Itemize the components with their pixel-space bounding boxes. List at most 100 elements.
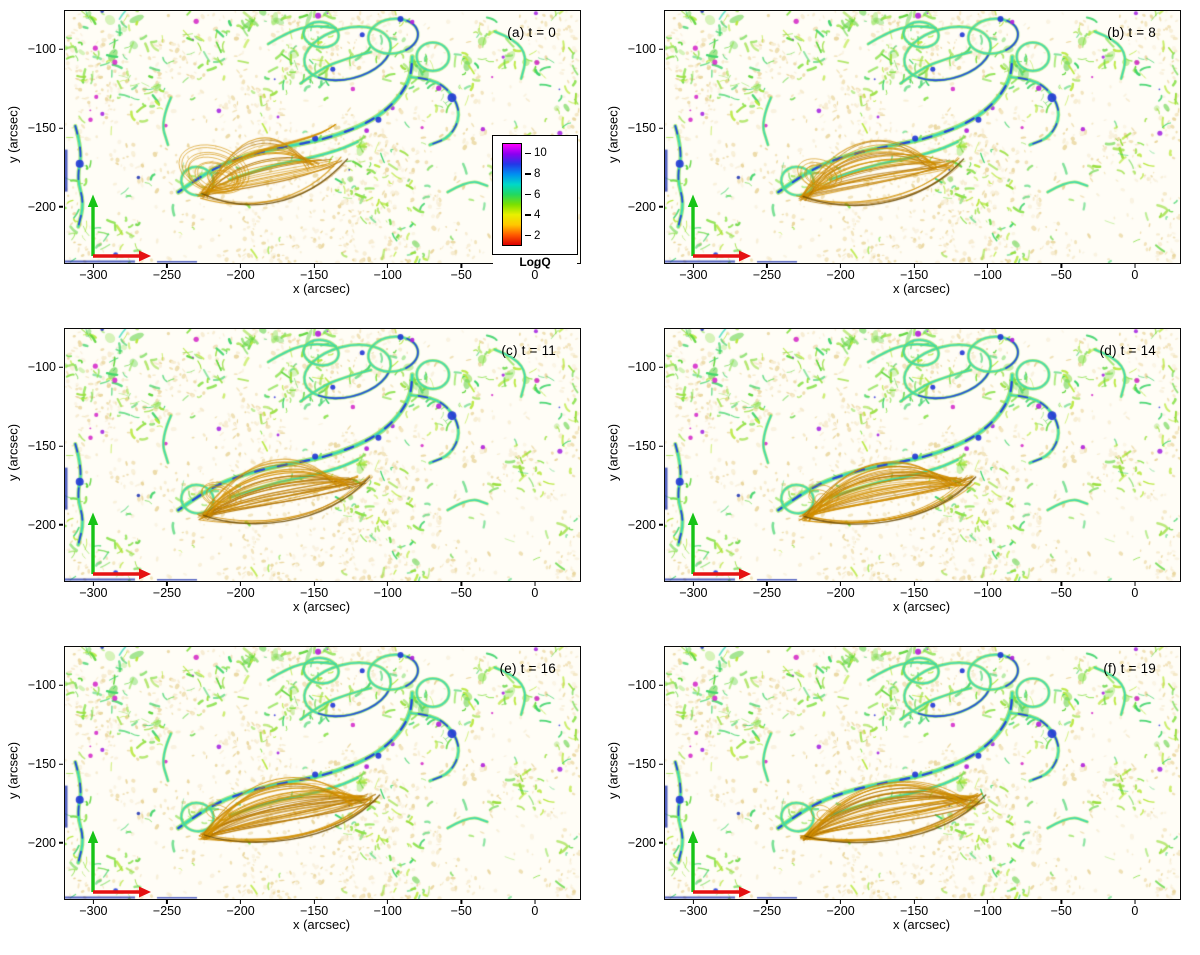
panel-f: y (arcsec) −100 −150 −200 (f) t = 19 −300−… — [600, 636, 1200, 955]
y-tick-label: −200 — [628, 519, 663, 532]
y-tick-label: −100 — [28, 43, 63, 56]
x-axis-ticks: −300 −250 −200 −150 −100 −50 0 — [64, 582, 579, 600]
x-arrow-head-icon — [739, 250, 751, 262]
x-axis-label: x (arcsec) — [892, 281, 951, 296]
x-tick-label: −250 — [753, 264, 781, 282]
x-tick-label: −200 — [826, 582, 855, 600]
panel-label: (c) t = 11 — [501, 343, 556, 358]
x-tick-label: −250 — [753, 582, 781, 600]
x-arrow-head-icon — [739, 886, 751, 898]
y-tick-label: −100 — [628, 361, 663, 374]
colorbar-tick-label: 4 — [525, 209, 540, 221]
x-tick-label: −150 — [300, 264, 328, 282]
x-tick-label: 0 — [1131, 900, 1138, 918]
x-tick-label: −150 — [300, 900, 328, 918]
y-tick-label: −150 — [628, 440, 663, 453]
y-tick-label: −150 — [28, 440, 63, 453]
x-tick-label: 0 — [1131, 582, 1138, 600]
x-axis-ticks: −300 −250 −200 −150 −100 −50 0 — [664, 900, 1179, 918]
axes-direction-arrows — [687, 830, 751, 898]
plot-area: (a) t = 0 2 4 6 8 10 LogQ — [64, 10, 581, 269]
panel-label: (e) t = 16 — [499, 661, 556, 676]
y-arrow-head-icon — [87, 194, 99, 207]
x-tick-label: −250 — [153, 264, 181, 282]
x-tick-label: −100 — [974, 582, 1002, 600]
x-axis-label: x (arcsec) — [892, 599, 951, 614]
colorbar-tick-label: 6 — [525, 189, 540, 201]
plot-area: (e) t = 16 — [64, 646, 581, 900]
x-axis-ticks: −300 −250 −200 −150 −100 −50 0 — [664, 582, 1179, 600]
y-tick-label: −150 — [628, 758, 663, 771]
x-tick-label: −300 — [679, 900, 708, 918]
x-tick-label: −300 — [679, 582, 708, 600]
x-tick-label: −50 — [451, 264, 472, 282]
panel-b: y (arcsec) −100 −150 −200 (b) t = 8 −300 −2… — [600, 0, 1200, 318]
x-tick-label: −100 — [974, 900, 1002, 918]
y-arrow-head-icon — [687, 194, 699, 207]
colorbar-tick-label: 2 — [525, 230, 540, 242]
x-axis-label: x (arcsec) — [292, 281, 351, 296]
y-arrow-head-icon — [687, 512, 699, 525]
y-tick-label: −100 — [628, 679, 663, 692]
x-tick-label: −250 — [153, 900, 181, 918]
y-arrow-head-icon — [87, 512, 99, 525]
x-axis-ticks: −300 −250 −200 −150 −100 −50 0 — [64, 900, 579, 918]
x-tick-label: −50 — [451, 582, 472, 600]
y-axis-ticks: −100 −150 −200 — [600, 10, 663, 262]
panel-e: y (arcsec) −100 −150 −200 (e) t = 16 −300−… — [0, 636, 600, 955]
y-arrow-head-icon — [87, 830, 99, 843]
x-tick-label: −300 — [79, 900, 108, 918]
y-axis-ticks: −100 −150 −200 — [0, 646, 63, 898]
x-arrow-head-icon — [139, 568, 151, 580]
x-tick-label: −50 — [1051, 582, 1072, 600]
axes-direction-arrows — [87, 194, 151, 262]
x-axis-ticks: −300 −250 −200 −150 −100 −50 0 — [64, 264, 579, 282]
y-tick-label: −200 — [628, 837, 663, 850]
x-tick-label: −300 — [79, 264, 108, 282]
panel-label: (f) t = 19 — [1103, 661, 1156, 676]
y-axis-ticks: −100 −150 −200 — [600, 646, 663, 898]
x-tick-label: −100 — [374, 900, 402, 918]
y-tick-label: −150 — [28, 122, 63, 135]
colorbar-gradient — [502, 143, 522, 246]
plot-area: (d) t = 14 — [664, 328, 1181, 582]
y-tick-label: −200 — [628, 201, 663, 214]
plot-area: (f) t = 19 — [664, 646, 1181, 900]
y-tick-label: −150 — [28, 758, 63, 771]
x-tick-label: 0 — [531, 582, 538, 600]
x-tick-label: −100 — [374, 264, 402, 282]
panel-c: y (arcsec) −100 −150 −200 (c) t = 11 −300−… — [0, 318, 600, 636]
x-tick-label: −150 — [300, 582, 328, 600]
colorbar-label: LogQ — [493, 255, 577, 269]
axes-direction-arrows — [687, 194, 751, 262]
axes-direction-arrows — [87, 830, 151, 898]
x-tick-label: −100 — [974, 264, 1002, 282]
panel-d: y (arcsec) −100 −150 −200 (d) t = 14 −300−… — [600, 318, 1200, 636]
y-axis-ticks: −100 −150 −200 — [0, 10, 63, 262]
y-axis-ticks: −100 −150 −200 — [600, 328, 663, 580]
colorbar-tick-label: 10 — [525, 147, 547, 159]
y-tick-label: −150 — [628, 122, 663, 135]
x-tick-label: −300 — [79, 582, 108, 600]
x-tick-label: 0 — [531, 264, 538, 282]
x-axis-label: x (arcsec) — [292, 917, 351, 932]
panel-label: (d) t = 14 — [1099, 343, 1156, 358]
y-axis-ticks: −100 −150 −200 — [0, 328, 63, 580]
x-tick-label: −300 — [679, 264, 708, 282]
y-tick-label: −100 — [28, 361, 63, 374]
x-tick-label: −200 — [226, 582, 255, 600]
logq-map-canvas — [65, 329, 580, 581]
y-tick-label: −200 — [28, 837, 63, 850]
panel-label: (a) t = 0 — [507, 25, 556, 40]
logq-map-canvas — [665, 329, 1180, 581]
x-tick-label: −150 — [900, 582, 928, 600]
y-arrow-head-icon — [687, 830, 699, 843]
y-tick-label: −200 — [28, 201, 63, 214]
logq-map-canvas — [665, 647, 1180, 899]
x-tick-label: −50 — [1051, 264, 1072, 282]
colorbar: 2 4 6 8 10 LogQ — [492, 135, 578, 269]
x-tick-label: −200 — [226, 900, 255, 918]
plot-area: (b) t = 8 — [664, 10, 1181, 264]
x-tick-label: −200 — [226, 264, 255, 282]
panel-label: (b) t = 8 — [1107, 25, 1156, 40]
